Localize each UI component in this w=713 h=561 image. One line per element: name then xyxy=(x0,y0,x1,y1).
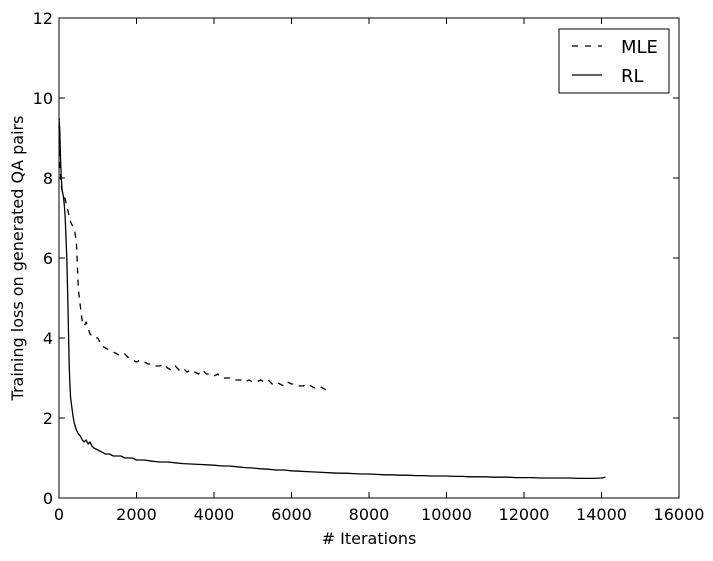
y-tick-label: 8 xyxy=(43,169,53,188)
y-tick-label: 6 xyxy=(43,249,53,268)
y-axis-label: Training loss on generated QA pairs xyxy=(8,116,27,402)
x-tick-label: 4000 xyxy=(194,505,235,524)
axis-ticks: 0 2000 4000 6000 8000 10000 12000 14000 16000 0 2 4… xyxy=(33,9,705,524)
series-line-rl xyxy=(58,117,606,480)
legend-label-mle: MLE xyxy=(621,37,658,58)
x-tick-label: 8000 xyxy=(349,505,390,524)
x-tick-label: 10000 xyxy=(421,505,472,524)
x-tick-label: 0 xyxy=(54,505,64,524)
x-tick-label: 14000 xyxy=(576,505,627,524)
x-tick-label: 12000 xyxy=(499,505,550,524)
y-tick-label: 4 xyxy=(43,329,53,348)
y-tick-label: 10 xyxy=(33,89,53,108)
legend-box xyxy=(558,28,670,94)
legend-label-rl: RL xyxy=(621,66,644,87)
legend: MLE RL xyxy=(558,28,670,94)
y-tick-label: 0 xyxy=(43,489,53,508)
axis-labels: # Iterations Training loss on generated Q… xyxy=(8,116,416,548)
series-line-mle xyxy=(58,125,331,391)
x-tick-label: 6000 xyxy=(271,505,312,524)
y-tick-label: 12 xyxy=(33,9,53,28)
x-axis-label: # Iterations xyxy=(322,529,417,548)
y-tick-label: 2 xyxy=(43,409,53,428)
x-tick-label: 16000 xyxy=(654,505,705,524)
x-tick-label: 2000 xyxy=(116,505,157,524)
